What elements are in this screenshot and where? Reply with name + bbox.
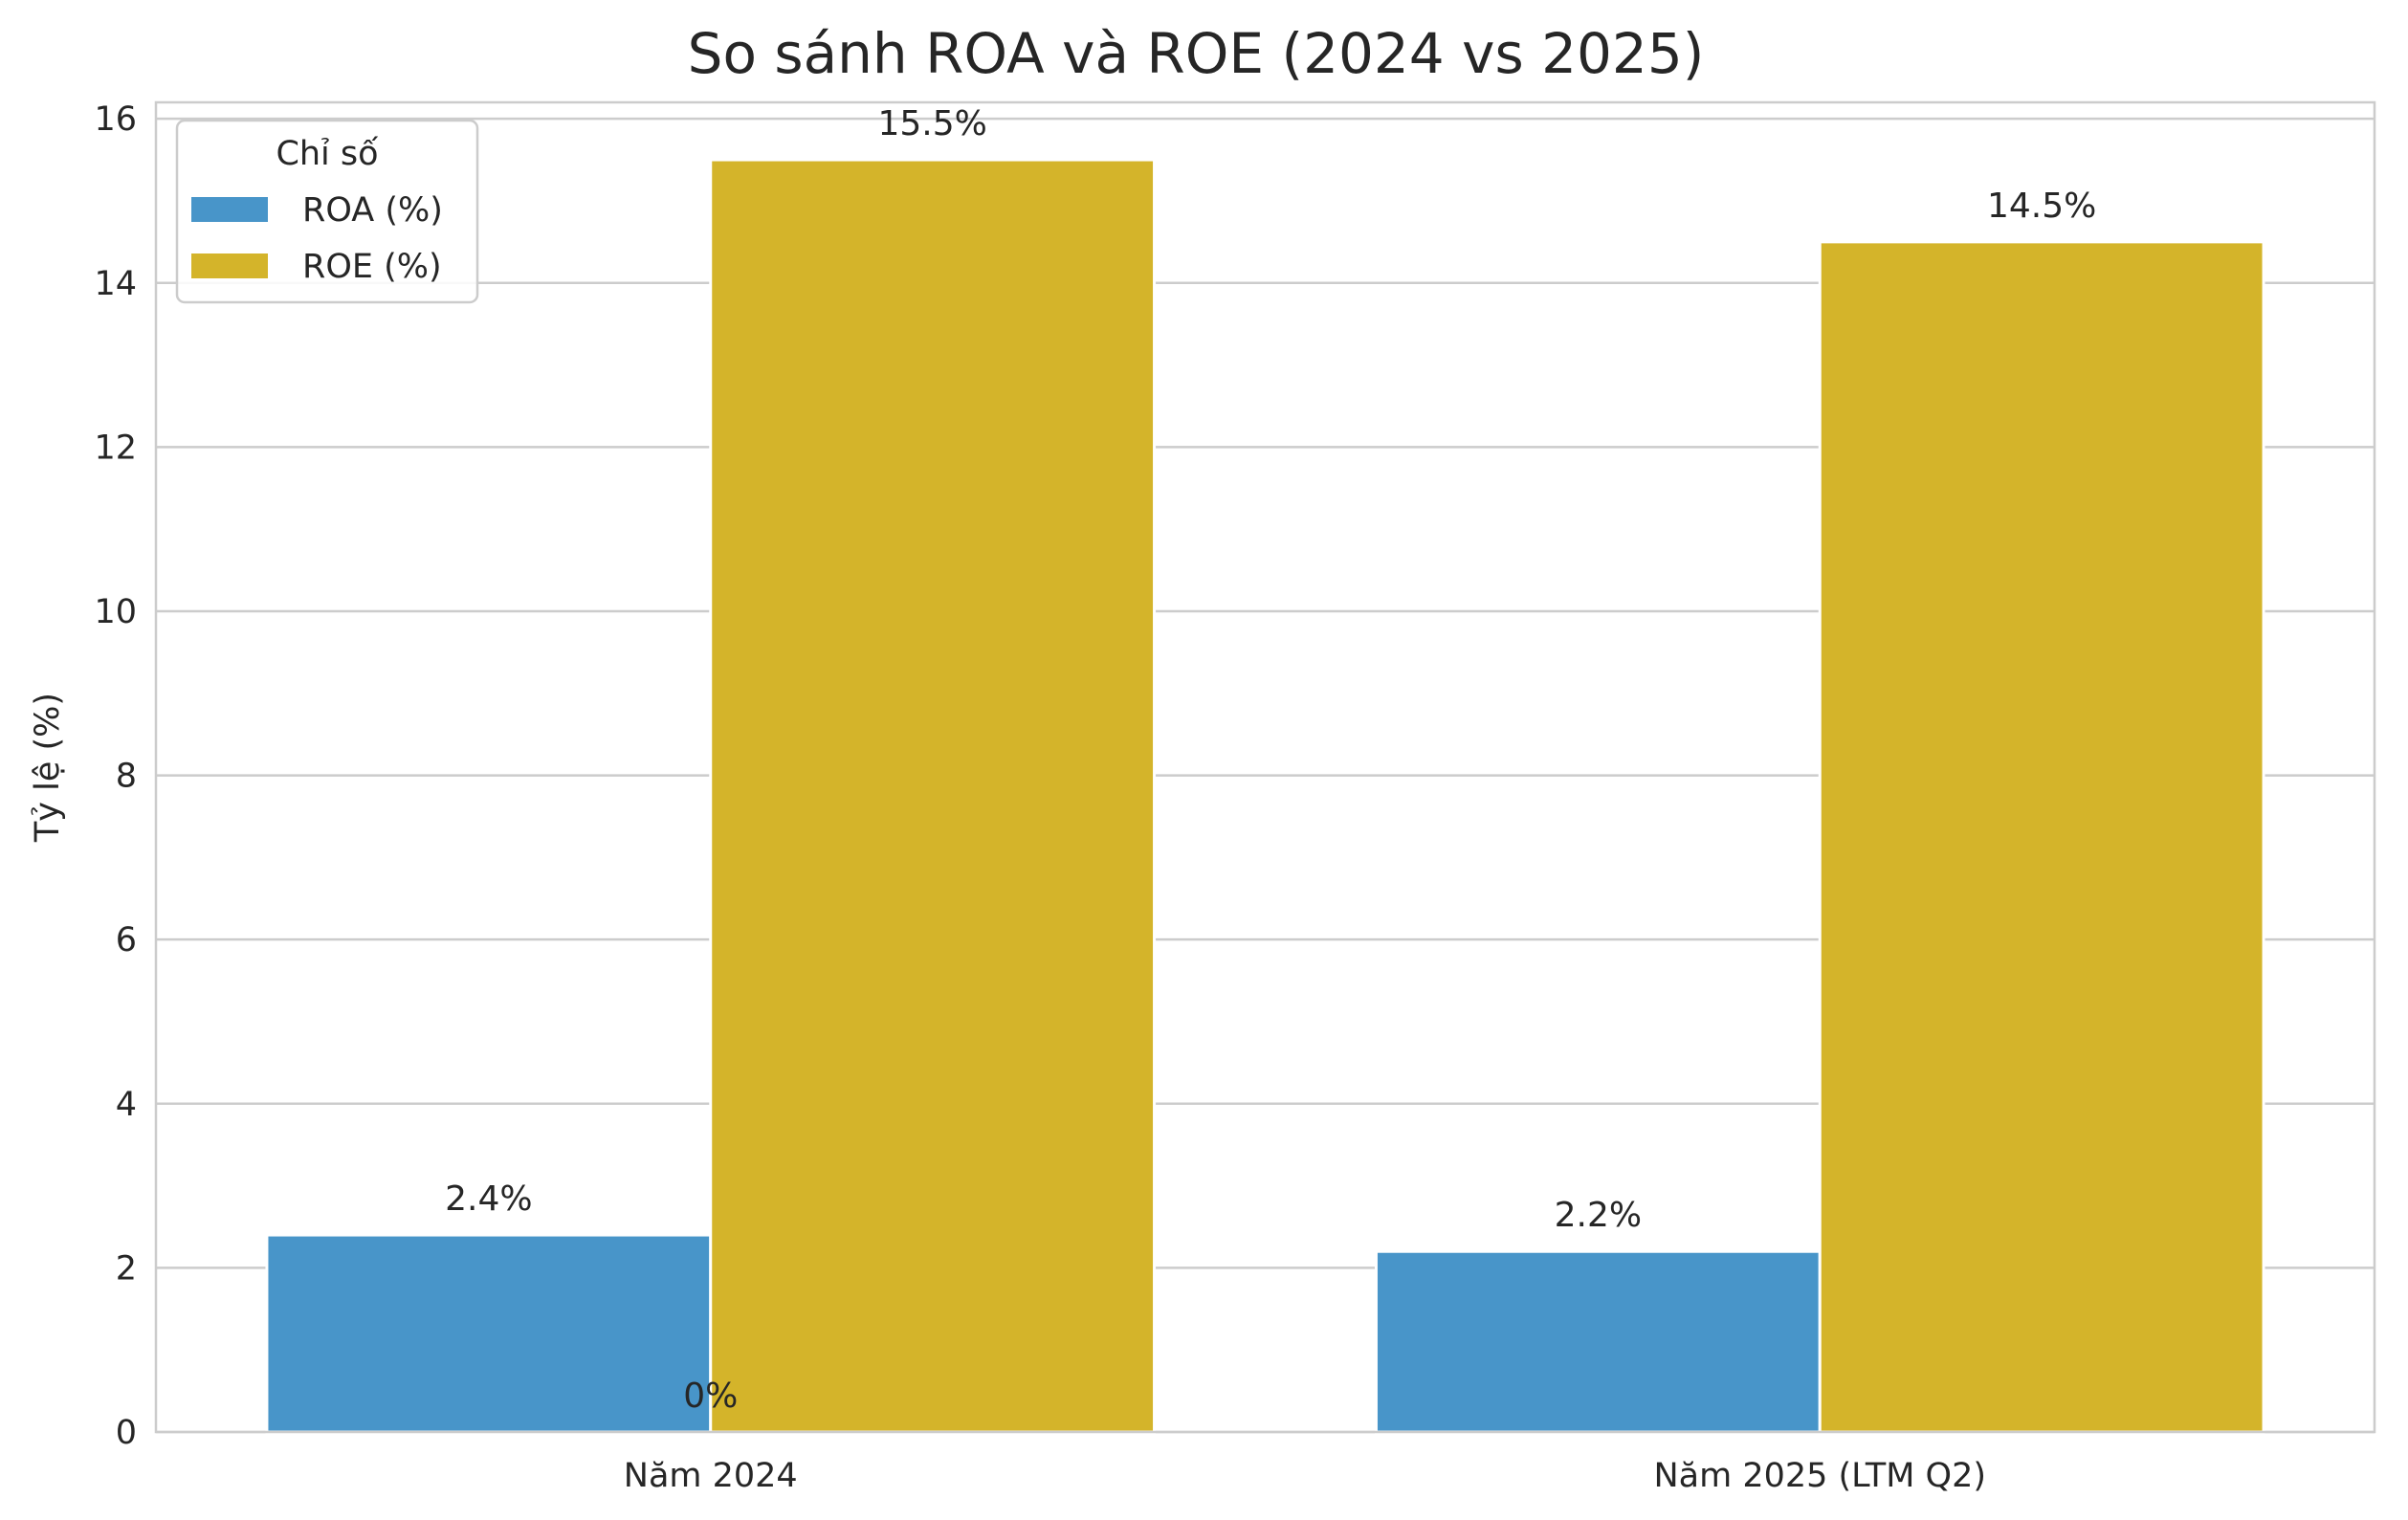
legend-swatch-roe [191, 253, 268, 278]
legend-swatch-roa [191, 197, 268, 222]
y-tick-label: 6 [116, 921, 137, 959]
legend[interactable]: Chỉ số ROA (%) ROE (%) [175, 119, 479, 304]
y-tick-label: 2 [116, 1249, 137, 1288]
y-axis-label: Tỷ lệ (%) [29, 693, 67, 843]
bar-roa[interactable] [1374, 1249, 1822, 1434]
legend-label-roa: ROA (%) [302, 191, 443, 230]
y-tick-label: 4 [116, 1086, 137, 1124]
y-tick-label: 8 [116, 758, 137, 796]
y-tick-label: 12 [94, 429, 137, 467]
bar-value-label: 2.4% [445, 1179, 532, 1219]
legend-label-roe: ROE (%) [302, 248, 442, 286]
ticks-layer: 0 2 4 6 8 10 12 14 16 Năm 2024 Năm 2025 (LTM Q2) [94, 100, 1986, 1495]
x-tick-label: Năm 2025 (LTM Q2) [1653, 1457, 1986, 1495]
legend-items: ROA (%) ROE (%) [191, 191, 443, 286]
y-tick-label: 16 [94, 100, 137, 139]
y-tick-label: 14 [94, 265, 137, 303]
plot-frame [154, 100, 2376, 1434]
bars-layer [265, 158, 2265, 1434]
y-tick-label: 0 [116, 1414, 137, 1452]
chart-title: So sánh ROA và ROE (2024 vs 2025) [688, 21, 1705, 86]
data-labels-layer: 2.4% 2.2% 15.5% 14.5% 0% [445, 104, 2096, 1416]
bar-roe[interactable] [1818, 240, 2265, 1434]
bar-roa[interactable] [265, 1233, 713, 1434]
y-tick-label: 10 [94, 593, 137, 631]
annotation-label: 0% [683, 1377, 738, 1416]
x-tick-label: Năm 2024 [624, 1457, 798, 1495]
bar-roe[interactable] [709, 158, 1157, 1434]
bar-value-label: 2.2% [1555, 1196, 1642, 1235]
bar-value-label: 14.5% [1987, 187, 2096, 226]
legend-title: Chỉ số [276, 135, 379, 173]
bar-value-label: 15.5% [877, 104, 986, 143]
